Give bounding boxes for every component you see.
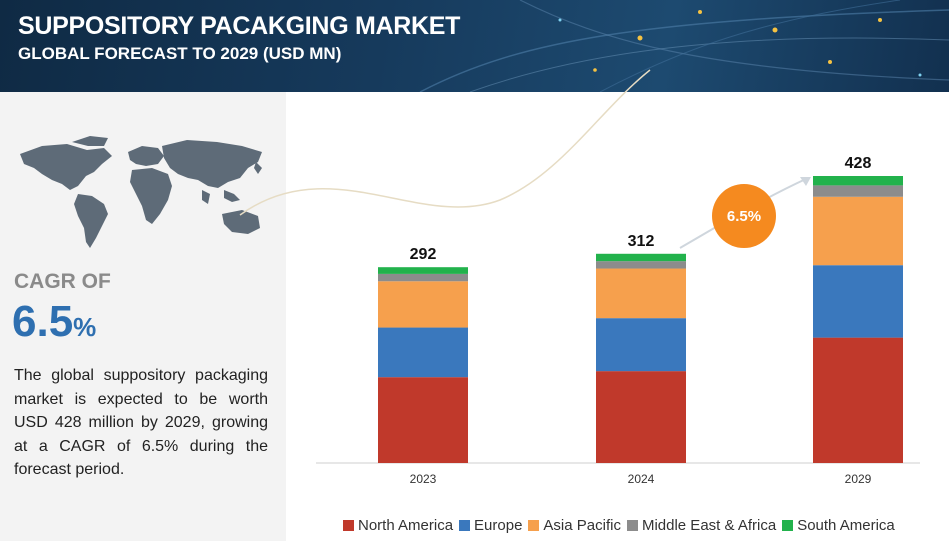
x-tick-label-2029: 2029 bbox=[845, 472, 872, 486]
cagr-number: 6.5 bbox=[12, 297, 74, 346]
world-map-icon bbox=[20, 136, 262, 248]
bar-total-label-2023: 292 bbox=[410, 246, 437, 263]
legend-swatch bbox=[626, 519, 638, 531]
bar-segment-north-america-2024 bbox=[596, 371, 686, 463]
cagr-badge: 6.5% bbox=[679, 177, 811, 249]
bar-segment-europe-2029 bbox=[813, 265, 903, 338]
background-swoosh-decoration bbox=[239, 69, 651, 216]
legend-item-north-america: North America bbox=[343, 517, 453, 534]
legend-swatch bbox=[459, 519, 471, 531]
bar-segment-north-america-2023 bbox=[378, 377, 468, 463]
cagr-label: CAGR OF bbox=[14, 270, 111, 293]
legend-label: Middle East & Africa bbox=[641, 516, 777, 534]
market-description: The global suppository packaging market … bbox=[14, 367, 268, 478]
bar-total-label-2024: 312 bbox=[628, 233, 655, 250]
bar-segment-south-america-2023 bbox=[378, 267, 468, 274]
bar-segment-middle-east-africa-2023 bbox=[378, 273, 468, 282]
bar-segment-asia-pacific-2024 bbox=[596, 268, 686, 319]
summary-panel: CAGR OF 6.5% The global suppository pack… bbox=[0, 92, 286, 541]
page-subtitle: GLOBAL FORECAST TO 2029 (USD MN) bbox=[18, 44, 342, 63]
chart-legend: North America Europe Asia Pacific Middle Ea… bbox=[343, 516, 901, 534]
bar-total-label-2029: 428 bbox=[845, 155, 872, 172]
page-title: SUPPOSITORY PACAKGING MARKET bbox=[18, 12, 461, 40]
bar-segment-europe-2023 bbox=[378, 327, 468, 378]
header-light-trails-decoration bbox=[419, 0, 949, 92]
bar-segment-middle-east-africa-2024 bbox=[596, 261, 686, 269]
bar-segment-asia-pacific-2023 bbox=[378, 281, 468, 328]
bar-segment-south-america-2024 bbox=[596, 253, 686, 262]
header-banner: SUPPOSITORY PACAKGING MARKET GLOBAL FORE… bbox=[0, 0, 949, 92]
bar-segment-europe-2024 bbox=[596, 318, 686, 372]
bar-segment-south-america-2029 bbox=[813, 176, 903, 186]
legend-item-europe: Europe bbox=[459, 517, 522, 534]
x-tick-label-2023: 2023 bbox=[410, 472, 437, 486]
legend-swatch bbox=[782, 519, 794, 531]
legend-item-middle-east-africa: Middle East & Africa bbox=[626, 516, 777, 534]
bar-segment-north-america-2029 bbox=[813, 337, 903, 463]
x-tick-label-2024: 2024 bbox=[628, 472, 655, 486]
legend-swatch bbox=[343, 519, 354, 531]
legend-swatch bbox=[528, 519, 540, 531]
legend-label: South America bbox=[797, 516, 895, 534]
legend-label: Asia Pacific bbox=[543, 516, 621, 534]
cagr-value: 6.5% bbox=[12, 297, 96, 352]
legend-label: Europe bbox=[474, 516, 523, 534]
legend-label: North America bbox=[358, 516, 454, 534]
cagr-percent-sign: % bbox=[73, 312, 97, 342]
bar-segment-middle-east-africa-2029 bbox=[813, 185, 903, 197]
legend-item-asia-pacific: Asia Pacific bbox=[528, 517, 621, 534]
legend-item-south-america: South America bbox=[782, 517, 895, 534]
bar-segment-asia-pacific-2029 bbox=[813, 196, 903, 266]
growth-arrow-head bbox=[800, 177, 811, 186]
cagr-badge-circle bbox=[712, 184, 776, 248]
cagr-badge-text: 6.5% bbox=[727, 208, 761, 225]
